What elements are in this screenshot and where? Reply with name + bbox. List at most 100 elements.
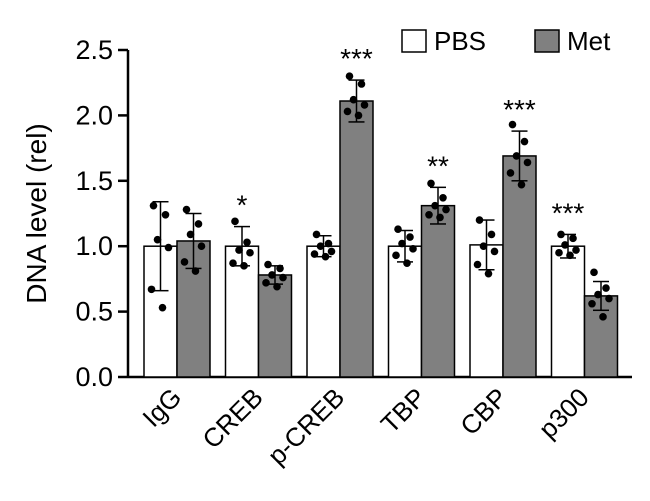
data-point bbox=[327, 247, 336, 256]
data-point bbox=[409, 245, 417, 253]
data-point bbox=[240, 262, 248, 270]
data-point bbox=[569, 234, 577, 243]
legend-label-pbs: PBS bbox=[434, 26, 486, 56]
data-point bbox=[588, 299, 596, 308]
data-point bbox=[484, 269, 493, 278]
bar-met-tbp bbox=[420, 204, 456, 378]
data-point bbox=[602, 284, 610, 292]
data-point bbox=[523, 158, 532, 167]
data-point bbox=[343, 107, 352, 116]
data-point bbox=[158, 303, 167, 312]
data-point bbox=[324, 239, 333, 248]
data-point bbox=[431, 201, 439, 210]
data-point bbox=[473, 260, 482, 269]
data-point bbox=[520, 137, 529, 146]
data-point bbox=[490, 247, 499, 256]
significance-label: *** bbox=[552, 197, 585, 228]
data-point bbox=[517, 180, 526, 189]
data-point bbox=[243, 238, 251, 247]
data-point bbox=[590, 268, 598, 277]
legend: PBS Met bbox=[401, 26, 611, 56]
legend-swatch-met bbox=[534, 29, 560, 53]
data-point bbox=[357, 80, 366, 88]
y-tick-label: 1.5 bbox=[75, 166, 113, 196]
significance-label: *** bbox=[340, 43, 373, 74]
data-point bbox=[508, 120, 517, 129]
y-axis-label: DNA level (rel) bbox=[21, 123, 52, 303]
data-point bbox=[246, 248, 254, 257]
data-point bbox=[180, 258, 189, 266]
data-point bbox=[316, 242, 325, 250]
data-point bbox=[599, 313, 607, 321]
x-tick-label: TBP bbox=[375, 382, 432, 439]
data-point bbox=[321, 252, 330, 261]
data-point bbox=[403, 259, 411, 268]
data-point bbox=[398, 239, 406, 248]
data-point bbox=[164, 243, 173, 252]
axes-layer bbox=[118, 48, 632, 379]
data-point bbox=[360, 101, 369, 109]
data-point bbox=[594, 290, 602, 299]
data-point bbox=[229, 259, 237, 268]
bar-met-p300 bbox=[583, 295, 619, 378]
data-point bbox=[394, 225, 402, 233]
data-point bbox=[191, 267, 200, 275]
significance-label: *** bbox=[503, 94, 536, 125]
data-point bbox=[487, 230, 496, 239]
data-point bbox=[349, 95, 358, 104]
y-tick-label: 0.5 bbox=[75, 297, 113, 327]
bars-layer bbox=[143, 72, 619, 378]
data-point bbox=[425, 211, 433, 219]
bar-met-cbp bbox=[502, 155, 537, 378]
significance-label: * bbox=[237, 190, 248, 221]
data-point bbox=[439, 194, 447, 202]
significance-label: ** bbox=[427, 150, 449, 181]
legend-swatch-pbs bbox=[401, 29, 427, 53]
data-point bbox=[262, 279, 270, 287]
data-point bbox=[273, 282, 281, 291]
data-point bbox=[268, 271, 276, 279]
data-point bbox=[392, 251, 400, 260]
x-tick-label: p300 bbox=[533, 382, 595, 444]
data-point bbox=[153, 235, 162, 244]
y-tick-label: 2.5 bbox=[75, 35, 113, 65]
data-point bbox=[345, 72, 354, 80]
data-point bbox=[479, 242, 488, 250]
x-tick-label: CBP bbox=[454, 382, 513, 441]
data-point bbox=[555, 248, 563, 257]
data-point bbox=[194, 220, 203, 228]
y-tick-label: 2.0 bbox=[75, 100, 113, 130]
x-tick-label: IgG bbox=[136, 382, 187, 433]
data-point bbox=[264, 260, 272, 269]
data-point bbox=[147, 285, 156, 294]
data-point bbox=[354, 111, 363, 120]
data-point bbox=[182, 205, 191, 214]
data-point bbox=[506, 169, 515, 177]
data-point bbox=[427, 179, 435, 188]
data-point bbox=[161, 211, 170, 219]
x-tick-label: p-CREB bbox=[262, 382, 351, 471]
data-point bbox=[605, 294, 613, 303]
y-tick-label: 1.0 bbox=[75, 231, 113, 261]
data-point bbox=[310, 250, 319, 258]
data-point bbox=[512, 152, 521, 160]
bar-met-p-creb bbox=[339, 100, 374, 378]
data-point bbox=[442, 205, 450, 214]
data-point bbox=[572, 246, 580, 254]
data-point bbox=[231, 217, 239, 226]
legend-label-met: Met bbox=[567, 26, 611, 56]
bar-pbs-p-creb bbox=[306, 245, 341, 378]
data-point bbox=[475, 216, 484, 224]
data-point bbox=[279, 273, 287, 282]
bar-met-creb bbox=[257, 274, 293, 378]
data-point bbox=[235, 246, 243, 254]
data-point bbox=[186, 230, 195, 239]
data-point bbox=[149, 201, 158, 210]
data-point bbox=[312, 230, 321, 239]
data-point bbox=[197, 242, 206, 250]
data-point bbox=[557, 230, 565, 239]
y-tick-label: 0.0 bbox=[75, 362, 113, 392]
x-tick-label: CREB bbox=[196, 382, 268, 454]
data-point bbox=[566, 251, 574, 260]
